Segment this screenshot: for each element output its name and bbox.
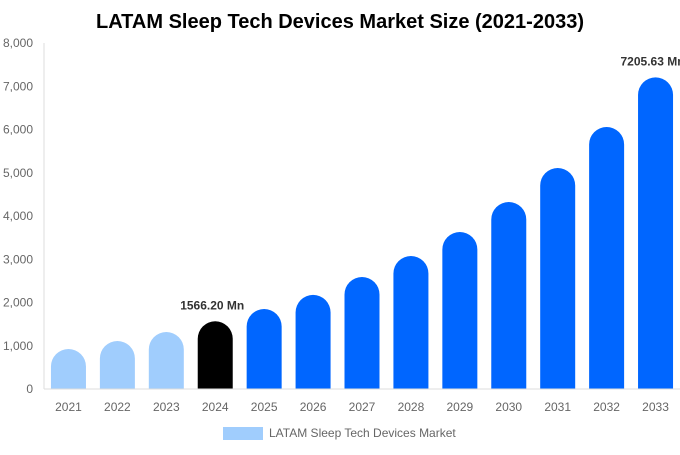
bar-2021 [50, 348, 86, 389]
data-label-2024: 1566.20 Mn [180, 298, 244, 312]
bars [50, 77, 674, 389]
bar-2028 [393, 256, 429, 389]
bar-2032 [589, 126, 625, 389]
bar-2024 [197, 321, 233, 389]
bar-2025 [246, 308, 282, 389]
bar-2029 [442, 232, 478, 389]
bar-2031 [540, 167, 576, 389]
x-tick-label: 2031 [544, 400, 571, 414]
y-tick-label: 8,000 [3, 36, 33, 50]
x-tick-label: 2025 [251, 400, 278, 414]
bar-2033 [638, 77, 674, 389]
y-tick-label: 4,000 [3, 209, 33, 223]
bar-2022 [99, 340, 135, 389]
bar-2026 [295, 294, 331, 389]
x-axis: 2021 2022 2023 2024 2025 2026 2027 2028 2029 2030… [44, 388, 680, 414]
y-tick-label: 3,000 [3, 252, 33, 266]
x-tick-label: 2021 [55, 400, 82, 414]
x-tick-label: 2023 [153, 400, 180, 414]
x-tick-label: 2022 [104, 400, 131, 414]
chart-title: LATAM Sleep Tech Devices Market Size (20… [96, 11, 584, 33]
y-axis: 0 1,000 2,000 3,000 4,000 5,000 6,000 7,000 8,00… [3, 36, 45, 396]
bar-2030 [491, 201, 527, 389]
x-tick-label: 2033 [642, 400, 669, 414]
x-tick-label: 2029 [446, 400, 473, 414]
y-tick-label: 6,000 [3, 123, 33, 137]
legend[interactable]: LATAM Sleep Tech Devices Market [223, 426, 456, 440]
data-label-2033: 7205.63 Mn [621, 54, 680, 68]
y-tick-label: 0 [26, 382, 33, 396]
x-tick-label: 2024 [202, 400, 229, 414]
x-tick-label: 2028 [398, 400, 425, 414]
x-tick-label: 2027 [349, 400, 376, 414]
y-tick-label: 7,000 [3, 79, 33, 93]
data-labels: 1566.20 Mn 7205.63 Mn [180, 54, 680, 312]
x-tick-label: 2030 [495, 400, 522, 414]
bar-2027 [344, 276, 380, 389]
legend-label: LATAM Sleep Tech Devices Market [269, 426, 456, 440]
y-tick-label: 5,000 [3, 166, 33, 180]
x-tick-label: 2026 [300, 400, 327, 414]
bar-2023 [148, 331, 184, 389]
legend-swatch [223, 427, 263, 440]
x-tick-label: 2032 [593, 400, 620, 414]
y-tick-label: 2,000 [3, 296, 33, 310]
y-tick-label: 1,000 [3, 339, 33, 353]
